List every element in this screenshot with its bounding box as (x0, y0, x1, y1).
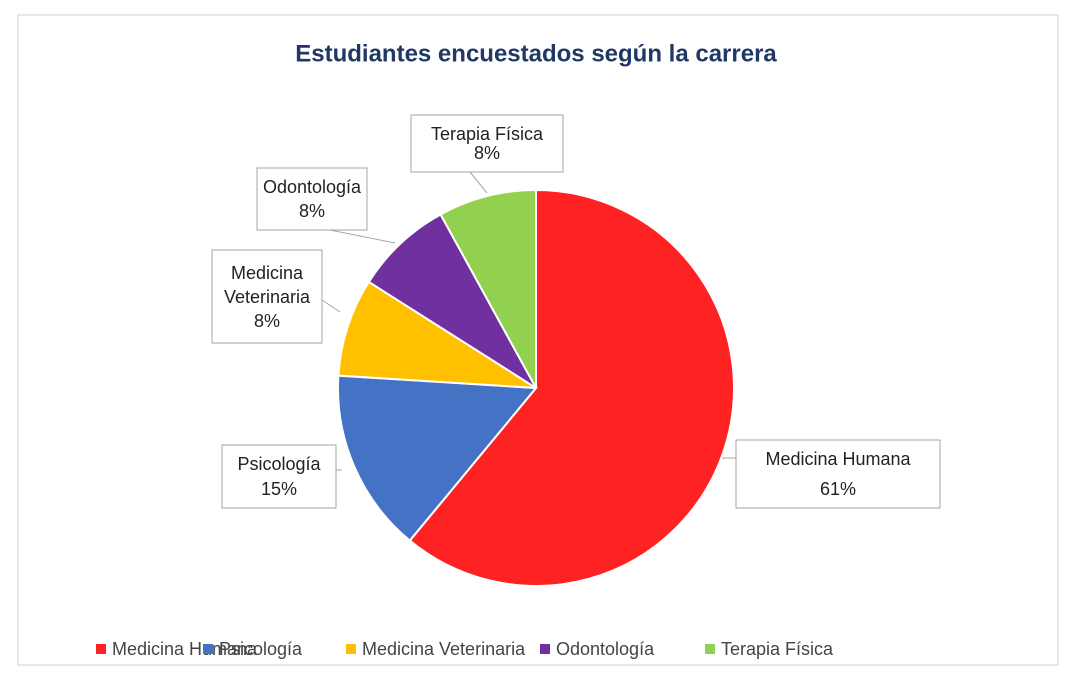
legend-label: Odontología (556, 639, 655, 659)
label-box (410, 114, 564, 173)
legend-swatch (705, 644, 715, 654)
chart-title: Estudiantes encuestados según la carrera (295, 40, 777, 67)
data-label-value: 15% (261, 479, 297, 499)
data-label-name: Medicina Veterinaria (224, 263, 311, 307)
label-box (221, 444, 337, 509)
data-label-name: Medicina Humana (765, 449, 911, 469)
data-label-name: Terapia Física (431, 124, 544, 144)
data-label-name: Psicología (237, 454, 321, 474)
callout-line (469, 171, 488, 194)
pie-slice (439, 188, 537, 389)
label-box (256, 167, 368, 231)
data-label-value: 8% (474, 143, 500, 163)
data-label-value: 8% (254, 311, 280, 331)
callout-line (329, 229, 396, 244)
legend-swatch (346, 644, 356, 654)
data-label-value: 61% (820, 479, 856, 499)
legend-label: Medicina Humana (112, 639, 258, 659)
callout-line (321, 299, 341, 313)
legend-swatch (96, 644, 106, 654)
legend-swatch (540, 644, 550, 654)
pie-slice (367, 213, 537, 389)
pie-slice (337, 280, 537, 389)
data-label-name: Odontología (263, 177, 362, 197)
label-box (735, 439, 941, 509)
pie-slice (408, 188, 735, 587)
label-box (211, 249, 323, 344)
data-label-value: 8% (299, 201, 325, 221)
legend-swatch (203, 644, 213, 654)
legend-label: Terapia Física (721, 639, 834, 659)
legend-label: Psicología (219, 639, 303, 659)
pie-slice (337, 374, 539, 542)
legend-label: Medicina Veterinaria (362, 639, 526, 659)
